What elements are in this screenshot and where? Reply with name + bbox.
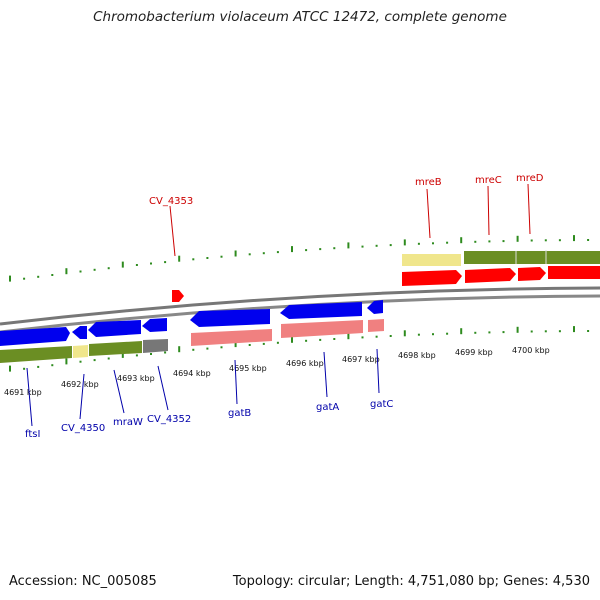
accession-text: Accession: NC_005085: [9, 574, 157, 589]
mreB-gene[interactable]: [402, 270, 462, 286]
gene-label-mraW[interactable]: mraW: [113, 417, 143, 428]
bottom-gene-labels: ftsI CV_4350 mraW CV_4352 gatB gatA gatC: [25, 348, 393, 440]
label-leader: [376, 348, 380, 394]
gene-label-mreB[interactable]: mreB: [415, 177, 442, 188]
genome-summary-text: Topology: circular; Length: 4,751,080 bp…: [232, 574, 590, 589]
label-leader: [426, 188, 431, 239]
gene-label-CV_4352[interactable]: CV_4352: [147, 414, 191, 425]
scale-label: 4691 kbp: [4, 388, 42, 397]
mreC-gene[interactable]: [465, 268, 516, 283]
reverse-cds-gatC[interactable]: [368, 319, 384, 332]
scale-label: 4697 kbp: [342, 355, 380, 364]
top-gene-labels: CV_4353 mreB mreC mreD: [149, 173, 544, 257]
reverse-pseudo-cds[interactable]: [73, 345, 88, 358]
scale-label: 4696 kbp: [286, 359, 324, 368]
gene-label-gatA[interactable]: gatA: [316, 402, 339, 413]
label-leader: [79, 373, 85, 420]
label-leader: [323, 351, 328, 398]
reverse-cds-grey[interactable]: [143, 339, 168, 353]
gatB-gene[interactable]: [190, 309, 270, 327]
reverse-cds-gatA[interactable]: [281, 320, 363, 338]
gene-label-CV_4350[interactable]: CV_4350: [61, 423, 105, 434]
reverse-cds-mraW[interactable]: [89, 341, 142, 356]
gatC-gene[interactable]: [367, 300, 383, 314]
forward-pseudo-cds[interactable]: [402, 254, 461, 266]
mraW-gene[interactable]: [88, 320, 141, 337]
mreD-gene[interactable]: [518, 267, 546, 281]
gene-label-mreD[interactable]: mreD: [516, 173, 544, 184]
scale-labels: 4691 kbp 4692 kbp 4693 kbp 4694 kbp 4695…: [4, 346, 550, 397]
gene-label-gatC[interactable]: gatC: [370, 399, 393, 410]
label-leader: [113, 369, 125, 414]
label-leader: [487, 185, 490, 236]
CV_4350-gene[interactable]: [72, 326, 87, 339]
label-leader: [527, 183, 531, 235]
genome-title: Chromobacterium violaceum ATCC 12472, co…: [93, 9, 507, 25]
forward-cds-mre[interactable]: [464, 251, 600, 264]
CV_4352-gene[interactable]: [142, 318, 167, 332]
gene-label-gatB[interactable]: gatB: [228, 408, 251, 419]
reverse-cds-gatB[interactable]: [191, 329, 272, 346]
scale-label: 4695 kbp: [229, 364, 267, 373]
CV_4353-gene[interactable]: [172, 290, 184, 302]
scale-label: 4698 kbp: [398, 351, 436, 360]
scale-label: 4700 kbp: [512, 346, 550, 355]
gatA-gene[interactable]: [280, 302, 362, 319]
label-leader: [157, 365, 169, 411]
gene-label-mreC[interactable]: mreC: [475, 175, 502, 186]
ftsI-gene[interactable]: [0, 327, 70, 346]
gene-label-ftsI[interactable]: ftsI: [25, 429, 40, 440]
lower-tick-track: [9, 326, 590, 372]
backbone-outer: [0, 286, 600, 326]
reverse-cds-ftsI[interactable]: [0, 346, 72, 363]
gene-label-CV_4353[interactable]: CV_4353: [149, 196, 193, 207]
label-leader: [169, 205, 176, 257]
forward-gene-right[interactable]: [548, 266, 600, 279]
scale-label: 4692 kbp: [61, 380, 99, 389]
label-leader: [234, 359, 238, 405]
scale-label: 4699 kbp: [455, 348, 493, 357]
upper-tick-track: [9, 235, 590, 282]
label-leader: [26, 367, 33, 427]
scale-label: 4694 kbp: [173, 369, 211, 378]
scale-label: 4693 kbp: [117, 374, 155, 383]
